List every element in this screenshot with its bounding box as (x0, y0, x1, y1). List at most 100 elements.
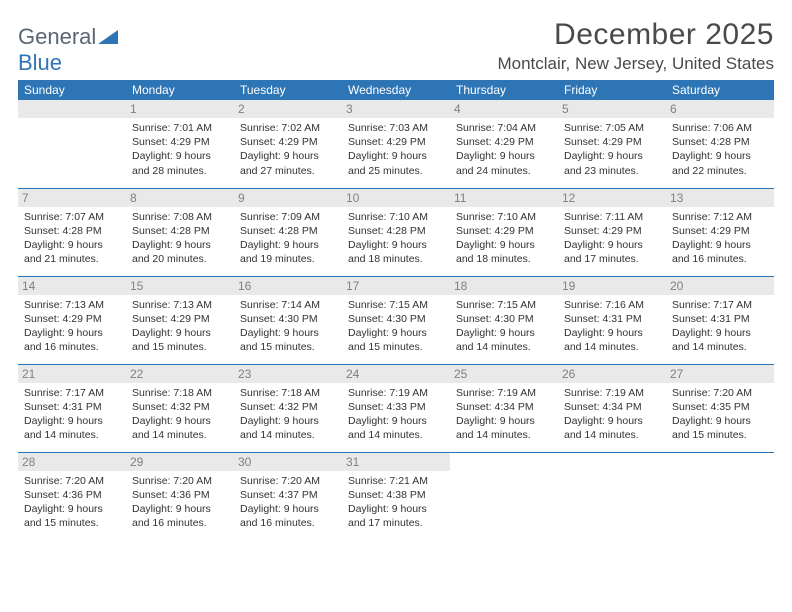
day-number: 24 (342, 365, 450, 383)
calendar-cell: 3 Sunrise: 7:03 AMSunset: 4:29 PMDaylight… (342, 100, 450, 188)
sunrise-text: Sunrise: 7:14 AM (240, 298, 336, 312)
sunset-text: Sunset: 4:31 PM (564, 312, 660, 326)
daylight-text: Daylight: 9 hours and 14 minutes. (564, 414, 660, 442)
calendar-table: Sunday Monday Tuesday Wednesday Thursday… (18, 80, 774, 540)
sunrise-text: Sunrise: 7:12 AM (672, 210, 768, 224)
day-details: Sunrise: 7:12 AMSunset: 4:29 PMDaylight:… (672, 210, 768, 267)
calendar-week-row: 14Sunrise: 7:13 AMSunset: 4:29 PMDayligh… (18, 276, 774, 364)
sunrise-text: Sunrise: 7:21 AM (348, 474, 444, 488)
day-number: 17 (342, 277, 450, 295)
sunrise-text: Sunrise: 7:01 AM (132, 121, 228, 135)
sunset-text: Sunset: 4:36 PM (132, 488, 228, 502)
daylight-text: Daylight: 9 hours and 24 minutes. (456, 149, 552, 177)
day-details: Sunrise: 7:20 AMSunset: 4:36 PMDaylight:… (24, 474, 120, 531)
day-details: Sunrise: 7:11 AMSunset: 4:29 PMDaylight:… (564, 210, 660, 267)
sunrise-text: Sunrise: 7:19 AM (348, 386, 444, 400)
calendar-cell: 2Sunrise: 7:02 AMSunset: 4:29 PMDaylight… (234, 100, 342, 188)
sunrise-text: Sunrise: 7:20 AM (672, 386, 768, 400)
sunrise-text: Sunrise: 7:08 AM (132, 210, 228, 224)
day-number: 16 (234, 277, 342, 295)
daylight-text: Daylight: 9 hours and 16 minutes. (240, 502, 336, 530)
sunrise-text: Sunrise: 7:09 AM (240, 210, 336, 224)
day-number: 26 (558, 365, 666, 383)
daylight-text: Daylight: 9 hours and 15 minutes. (672, 414, 768, 442)
calendar-cell: 14Sunrise: 7:13 AMSunset: 4:29 PMDayligh… (18, 276, 126, 364)
sunset-text: Sunset: 4:28 PM (24, 224, 120, 238)
calendar-cell: 28Sunrise: 7:20 AMSunset: 4:36 PMDayligh… (18, 452, 126, 540)
day-number: 30 (234, 453, 342, 471)
calendar-cell: 6Sunrise: 7:06 AMSunset: 4:28 PMDaylight… (666, 100, 774, 188)
calendar-cell: 23Sunrise: 7:18 AMSunset: 4:32 PMDayligh… (234, 364, 342, 452)
sunset-text: Sunset: 4:33 PM (348, 400, 444, 414)
calendar-cell: 17Sunrise: 7:15 AMSunset: 4:30 PMDayligh… (342, 276, 450, 364)
daylight-text: Daylight: 9 hours and 14 minutes. (132, 414, 228, 442)
sunset-text: Sunset: 4:29 PM (456, 135, 552, 149)
sunrise-text: Sunrise: 7:18 AM (240, 386, 336, 400)
day-number: 10 (342, 189, 450, 207)
sunset-text: Sunset: 4:32 PM (132, 400, 228, 414)
day-number: 8 (126, 189, 234, 207)
day-details: Sunrise: 7:20 AMSunset: 4:36 PMDaylight:… (132, 474, 228, 531)
day-number: 21 (18, 365, 126, 383)
sunrise-text: Sunrise: 7:05 AM (564, 121, 660, 135)
daylight-text: Daylight: 9 hours and 14 minutes. (456, 414, 552, 442)
day-details: Sunrise: 7:10 AMSunset: 4:28 PMDaylight:… (348, 210, 444, 267)
day-details: Sunrise: 7:08 AMSunset: 4:28 PMDaylight:… (132, 210, 228, 267)
sunrise-text: Sunrise: 7:04 AM (456, 121, 552, 135)
calendar-cell: 21Sunrise: 7:17 AMSunset: 4:31 PMDayligh… (18, 364, 126, 452)
sunrise-text: Sunrise: 7:07 AM (24, 210, 120, 224)
calendar-week-row: 1Sunrise: 7:01 AMSunset: 4:29 PMDaylight… (18, 100, 774, 188)
day-number: 5 (558, 100, 666, 118)
day-number: 22 (126, 365, 234, 383)
sunset-text: Sunset: 4:34 PM (564, 400, 660, 414)
day-details: Sunrise: 7:18 AMSunset: 4:32 PMDaylight:… (240, 386, 336, 443)
calendar-cell: 25Sunrise: 7:19 AMSunset: 4:34 PMDayligh… (450, 364, 558, 452)
day-details: Sunrise: 7:07 AMSunset: 4:28 PMDaylight:… (24, 210, 120, 267)
sunset-text: Sunset: 4:36 PM (24, 488, 120, 502)
logo-text-blue: Blue (18, 50, 62, 75)
day-details: Sunrise: 7:16 AMSunset: 4:31 PMDaylight:… (564, 298, 660, 355)
day-details: Sunrise: 7:05 AMSunset: 4:29 PMDaylight:… (564, 121, 660, 178)
day-number: 3 (342, 100, 450, 118)
sunrise-text: Sunrise: 7:10 AM (348, 210, 444, 224)
sunset-text: Sunset: 4:29 PM (240, 135, 336, 149)
calendar-cell (450, 452, 558, 540)
calendar-cell: 31 Sunrise: 7:21 AMSunset: 4:38 PMDayligh… (342, 452, 450, 540)
sunset-text: Sunset: 4:35 PM (672, 400, 768, 414)
day-number: 31 (342, 453, 450, 471)
sunset-text: Sunset: 4:29 PM (564, 224, 660, 238)
sunset-text: Sunset: 4:38 PM (348, 488, 444, 502)
daylight-text: Daylight: 9 hours and 16 minutes. (672, 238, 768, 266)
day-details: Sunrise: 7:21 AMSunset: 4:38 PMDaylight:… (348, 474, 444, 531)
calendar-cell: 18Sunrise: 7:15 AMSunset: 4:30 PMDayligh… (450, 276, 558, 364)
sunset-text: Sunset: 4:32 PM (240, 400, 336, 414)
day-details: Sunrise: 7:19 AMSunset: 4:33 PMDaylight:… (348, 386, 444, 443)
logo-text-general: General (18, 24, 96, 49)
sunset-text: Sunset: 4:29 PM (456, 224, 552, 238)
calendar-cell: 26Sunrise: 7:19 AMSunset: 4:34 PMDayligh… (558, 364, 666, 452)
day-details: Sunrise: 7:03 AMSunset: 4:29 PMDaylight:… (348, 121, 444, 178)
daylight-text: Daylight: 9 hours and 14 minutes. (348, 414, 444, 442)
calendar-cell: 4Sunrise: 7:04 AMSunset: 4:29 PMDaylight… (450, 100, 558, 188)
sunrise-text: Sunrise: 7:20 AM (24, 474, 120, 488)
day-number: 25 (450, 365, 558, 383)
day-number: 15 (126, 277, 234, 295)
calendar-cell: 24 Sunrise: 7:19 AMSunset: 4:33 PMDayligh… (342, 364, 450, 452)
daylight-text: Daylight: 9 hours and 14 minutes. (564, 326, 660, 354)
calendar-cell: 15 Sunrise: 7:13 AMSunset: 4:29 PMDayligh… (126, 276, 234, 364)
calendar-cell: 12Sunrise: 7:11 AMSunset: 4:29 PMDayligh… (558, 188, 666, 276)
calendar-cell: 16 Sunrise: 7:14 AMSunset: 4:30 PMDayligh… (234, 276, 342, 364)
daylight-text: Daylight: 9 hours and 28 minutes. (132, 149, 228, 177)
sunrise-text: Sunrise: 7:02 AM (240, 121, 336, 135)
calendar-cell (558, 452, 666, 540)
day-details: Sunrise: 7:01 AMSunset: 4:29 PMDaylight:… (132, 121, 228, 178)
daylight-text: Daylight: 9 hours and 23 minutes. (564, 149, 660, 177)
calendar-cell: 9Sunrise: 7:09 AMSunset: 4:28 PMDaylight… (234, 188, 342, 276)
calendar-week-row: 28Sunrise: 7:20 AMSunset: 4:36 PMDayligh… (18, 452, 774, 540)
day-details: Sunrise: 7:14 AMSunset: 4:30 PMDaylight:… (240, 298, 336, 355)
daylight-text: Daylight: 9 hours and 16 minutes. (24, 326, 120, 354)
calendar-cell: 7Sunrise: 7:07 AMSunset: 4:28 PMDaylight… (18, 188, 126, 276)
day-details: Sunrise: 7:20 AMSunset: 4:35 PMDaylight:… (672, 386, 768, 443)
calendar-cell: 8 Sunrise: 7:08 AMSunset: 4:28 PMDaylight… (126, 188, 234, 276)
day-details: Sunrise: 7:13 AMSunset: 4:29 PMDaylight:… (132, 298, 228, 355)
